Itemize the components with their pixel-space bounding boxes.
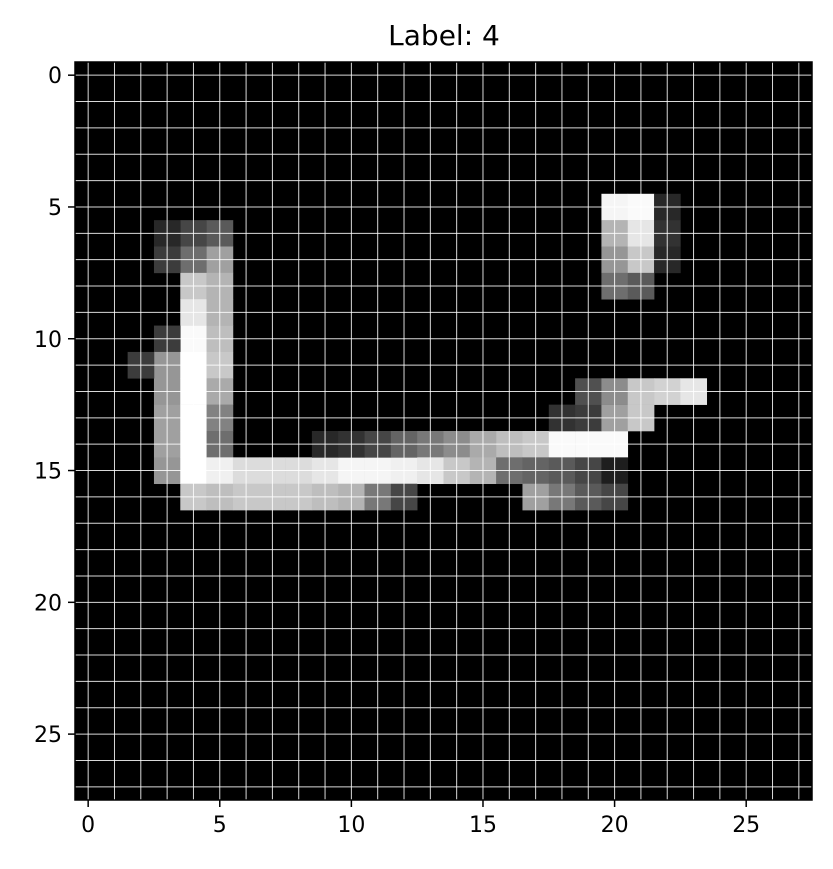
x-tick-label: 15 bbox=[469, 813, 497, 838]
x-tick-label: 0 bbox=[81, 813, 95, 838]
plot-frame bbox=[74, 61, 813, 801]
plot-area bbox=[74, 61, 813, 801]
y-tick-label: 20 bbox=[34, 591, 62, 616]
y-tick-label: 5 bbox=[48, 196, 62, 221]
x-tick-label: 20 bbox=[601, 813, 629, 838]
x-tick-label: 25 bbox=[732, 813, 760, 838]
y-tick-label: 25 bbox=[34, 723, 62, 748]
y-tick-label: 15 bbox=[34, 460, 62, 485]
axis-ticks: 0 5 10 15 20 25 0 5 10 15 20 25 bbox=[34, 64, 760, 838]
x-tick-label: 10 bbox=[337, 813, 365, 838]
chart-title: Label: 4 bbox=[388, 19, 500, 52]
y-tick-label: 10 bbox=[34, 328, 62, 353]
x-tick-label: 5 bbox=[213, 813, 227, 838]
y-tick-label: 0 bbox=[48, 64, 62, 89]
